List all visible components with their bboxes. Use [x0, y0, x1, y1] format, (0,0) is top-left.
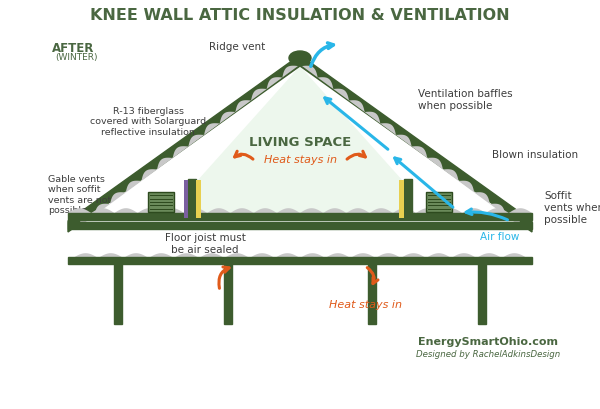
Polygon shape — [302, 67, 521, 227]
Bar — [68, 213, 532, 220]
Bar — [196, 180, 201, 218]
Polygon shape — [79, 67, 298, 227]
Text: Ventilation baffles
when possible: Ventilation baffles when possible — [418, 89, 512, 110]
Text: Designed by RachelAdkinsDesign: Designed by RachelAdkinsDesign — [416, 350, 560, 359]
Bar — [404, 180, 412, 220]
Bar — [184, 180, 188, 218]
Text: R-13 fiberglass
covered with Solarguard
reflective insulation: R-13 fiberglass covered with Solarguard … — [90, 107, 206, 137]
Polygon shape — [197, 67, 403, 213]
Bar — [478, 264, 486, 324]
Polygon shape — [73, 254, 527, 261]
Polygon shape — [68, 56, 532, 232]
Bar — [188, 180, 196, 220]
Bar — [426, 193, 452, 213]
Bar — [68, 222, 532, 229]
Text: Air flow: Air flow — [481, 231, 520, 241]
Text: Heat stays in: Heat stays in — [263, 155, 337, 164]
Text: Gable vents
when soffit
vents are not
possible: Gable vents when soffit vents are not po… — [48, 175, 111, 215]
Text: KNEE WALL ATTIC INSULATION & VENTILATION: KNEE WALL ATTIC INSULATION & VENTILATION — [90, 8, 510, 23]
Text: Ridge vent: Ridge vent — [209, 42, 265, 52]
Bar — [224, 264, 232, 324]
Text: EnergySmartOhio.com: EnergySmartOhio.com — [418, 336, 558, 346]
Text: LIVING SPACE: LIVING SPACE — [249, 135, 351, 148]
Bar — [368, 264, 376, 324]
Text: Heat stays in: Heat stays in — [329, 299, 401, 309]
Bar — [399, 180, 404, 218]
Bar — [114, 264, 122, 324]
Text: Floor joist must
be air sealed: Floor joist must be air sealed — [164, 233, 245, 254]
Text: Blown insulation: Blown insulation — [492, 150, 578, 160]
Ellipse shape — [289, 52, 311, 66]
Text: (WINTER): (WINTER) — [55, 53, 98, 62]
Bar — [68, 257, 532, 264]
Polygon shape — [68, 209, 532, 216]
Bar — [148, 193, 174, 213]
Text: Soffit
vents when
possible: Soffit vents when possible — [544, 191, 600, 224]
Text: AFTER: AFTER — [52, 42, 94, 55]
